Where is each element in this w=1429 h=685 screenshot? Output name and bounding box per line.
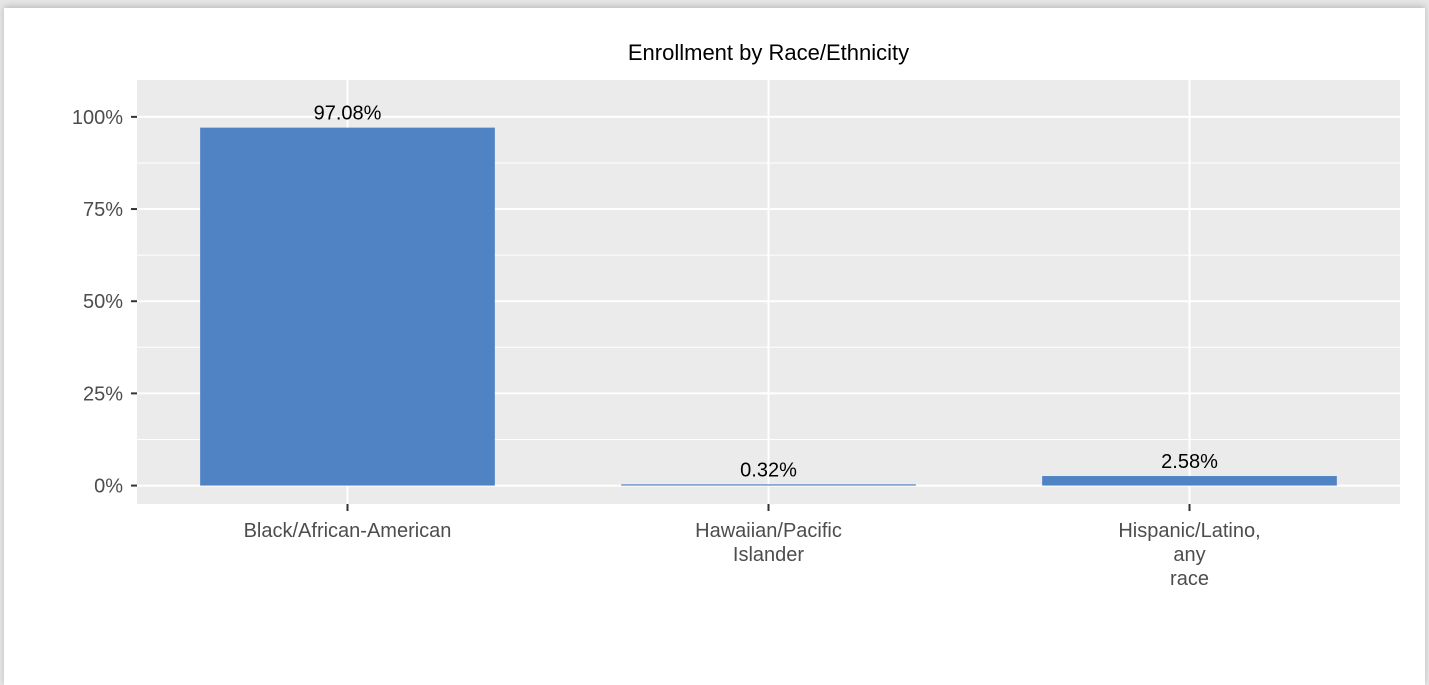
x-tick-label: Black/African-American: [244, 520, 452, 542]
x-tick-label: Hawaiian/Pacific Islander: [695, 520, 842, 566]
chart-title: Enrollment by Race/Ethnicity: [628, 40, 909, 65]
y-tick-label: 100%: [72, 107, 123, 129]
data-label: 2.58%: [1161, 451, 1218, 473]
data-label: 97.08%: [314, 103, 382, 125]
x-tick-label: Hispanic/Latino, any race: [1118, 520, 1260, 590]
y-tick-label: 75%: [83, 199, 123, 221]
data-labels: 97.08% 0.32% 2.58%: [314, 103, 1218, 482]
bar: [200, 127, 495, 486]
bar: [1042, 476, 1337, 486]
y-tick-label: 25%: [83, 383, 123, 405]
bars: [200, 127, 1337, 486]
chart-card: 0% 25% 50% 75% 100% Black/African-American Ha…: [4, 8, 1425, 685]
bar: [621, 484, 916, 486]
bar-chart: 0% 25% 50% 75% 100% Black/African-American Ha…: [72, 40, 1400, 590]
data-label: 0.32%: [740, 459, 797, 481]
y-axis: 0% 25% 50% 75% 100%: [72, 107, 137, 498]
y-tick-label: 0%: [94, 476, 123, 498]
y-tick-label: 50%: [83, 291, 123, 313]
x-axis: Black/African-American Hawaiian/Pacific Is…: [244, 504, 1261, 590]
